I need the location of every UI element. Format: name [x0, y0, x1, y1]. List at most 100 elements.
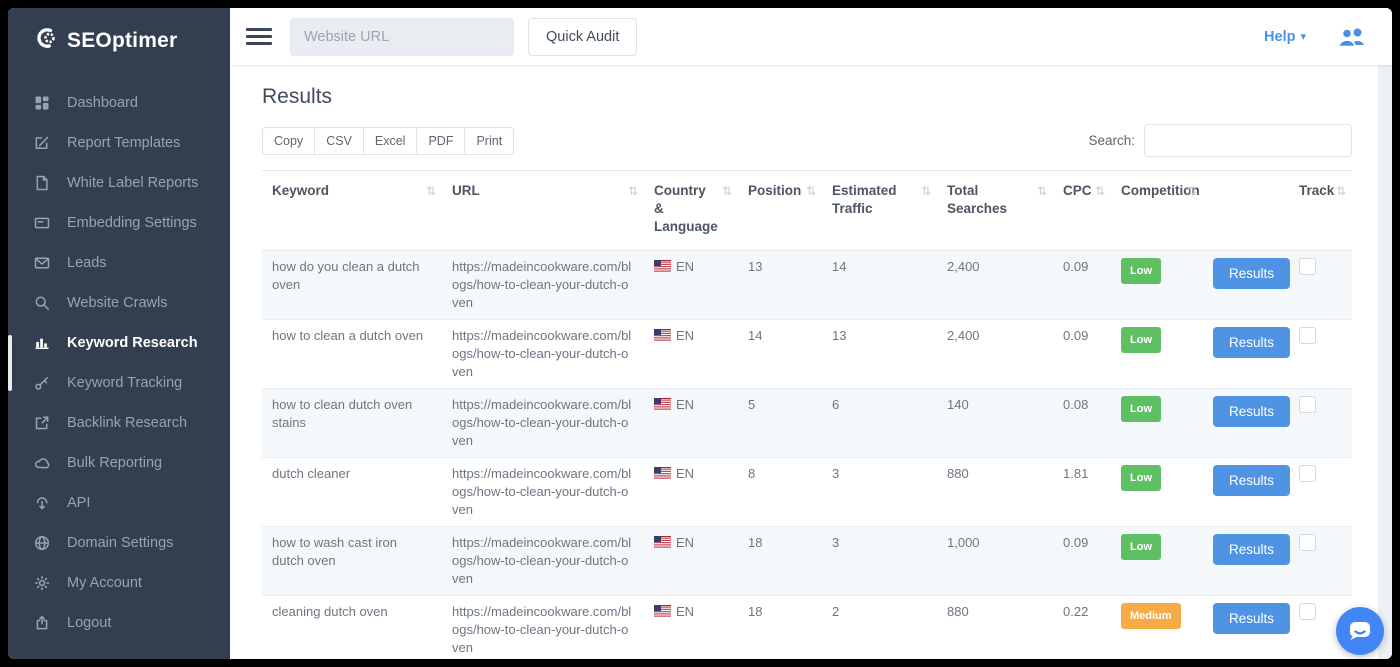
results-button[interactable]: Results: [1213, 327, 1291, 358]
column-label: Competition: [1121, 183, 1200, 198]
sort-icon: ⇅: [1186, 184, 1197, 198]
column-label: Estimated Traffic: [832, 183, 897, 216]
sidebar-item-keyword-research[interactable]: Keyword Research: [8, 323, 230, 363]
column-label: Total Searches: [947, 183, 1008, 216]
table-row: how to clean a dutch oven https://madeinc…: [262, 319, 1352, 389]
quick-audit-button[interactable]: Quick Audit: [528, 17, 638, 56]
sidebar-item-backlink-research[interactable]: Backlink Research: [8, 403, 230, 443]
column-header-total-searches[interactable]: Total Searches ⇅: [937, 170, 1053, 251]
column-header-cpc[interactable]: CPC ⇅: [1053, 170, 1111, 251]
sort-icon: ⇅: [1094, 184, 1105, 198]
column-header-estimated-traffic[interactable]: Estimated Traffic ⇅: [822, 170, 937, 251]
track-checkbox[interactable]: [1299, 465, 1316, 482]
sidebar-scrollbar-thumb[interactable]: [8, 335, 12, 391]
language-label: EN: [676, 397, 695, 412]
results-cell: Results: [1203, 319, 1291, 389]
track-checkbox[interactable]: [1299, 603, 1316, 620]
sidebar-item-white-label-reports[interactable]: White Label Reports: [8, 163, 230, 203]
content: Results Copy CSV Excel PDF Print Search: Key…: [230, 65, 1392, 659]
sidebar-item-label: Keyword Research: [67, 335, 198, 351]
sidebar-item-label: Report Templates: [67, 135, 181, 151]
country-language-cell: EN: [644, 250, 738, 320]
track-checkbox[interactable]: [1299, 396, 1316, 413]
gear-icon: [34, 575, 50, 591]
competition-cell: Low: [1111, 388, 1203, 458]
results-button[interactable]: Results: [1213, 603, 1291, 634]
column-label: Position: [748, 183, 802, 198]
competition-badge: Low: [1121, 327, 1161, 353]
results-button[interactable]: Results: [1213, 534, 1291, 565]
column-header-position[interactable]: Position ⇅: [738, 170, 822, 251]
sort-icon: ⇅: [1335, 184, 1346, 198]
sidebar-item-label: Bulk Reporting: [67, 455, 163, 471]
language-label: EN: [676, 604, 695, 619]
column-header-results: [1203, 170, 1289, 251]
column-header-keyword[interactable]: Keyword ⇅: [262, 170, 442, 251]
results-button[interactable]: Results: [1213, 396, 1291, 427]
embed-panel-icon: [34, 215, 50, 231]
position-cell: 18: [738, 595, 822, 659]
results-table: Keyword ⇅ URL ⇅ Country & Language ⇅ Position ⇅…: [262, 170, 1352, 659]
help-dropdown[interactable]: Help ▾: [1264, 29, 1306, 45]
estimated-traffic-cell: 2: [822, 595, 937, 659]
users-icon[interactable]: [1336, 25, 1368, 49]
results-button[interactable]: Results: [1213, 465, 1291, 496]
sidebar-item-my-account[interactable]: My Account: [8, 563, 230, 603]
hamburger-menu-icon[interactable]: [242, 24, 276, 49]
cpc-cell: 0.09: [1053, 526, 1111, 596]
keyword-cell: how do you clean a dutch oven: [262, 250, 442, 320]
dashboard-grid-icon: [34, 95, 50, 111]
sidebar-item-website-crawls[interactable]: Website Crawls: [8, 283, 230, 323]
column-header-competition[interactable]: Competition ⇅: [1111, 170, 1203, 251]
search-input[interactable]: [1144, 124, 1352, 157]
track-cell: [1289, 457, 1352, 527]
total-searches-cell: 880: [937, 595, 1053, 659]
table-row: how to wash cast iron dutch oven https://…: [262, 526, 1352, 596]
column-header-country-language[interactable]: Country & Language ⇅: [644, 170, 738, 251]
sidebar-item-report-templates[interactable]: Report Templates: [8, 123, 230, 163]
estimated-traffic-cell: 3: [822, 526, 937, 596]
excel-export-button[interactable]: Excel: [362, 126, 418, 155]
track-checkbox[interactable]: [1299, 534, 1316, 551]
cpc-cell: 0.08: [1053, 388, 1111, 458]
column-header-track[interactable]: Track ⇅: [1289, 170, 1352, 251]
logo-text: SEOptimer: [67, 28, 178, 52]
sidebar-item-embedding-settings[interactable]: Embedding Settings: [8, 203, 230, 243]
table-row: dutch cleaner https://madeincookware.com/…: [262, 457, 1352, 527]
column-header-url[interactable]: URL ⇅: [442, 170, 644, 251]
sidebar-item-leads[interactable]: Leads: [8, 243, 230, 283]
sidebar-item-label: Logout: [67, 615, 112, 631]
table-row: cleaning dutch oven https://madeincookwar…: [262, 595, 1352, 659]
logo[interactable]: SEOptimer: [8, 8, 230, 56]
cloud-icon: [34, 455, 50, 471]
results-cell: Results: [1203, 457, 1291, 527]
sidebar-item-dashboard[interactable]: Dashboard: [8, 83, 230, 123]
sidebar-item-api[interactable]: API: [8, 483, 230, 523]
chat-widget-button[interactable]: [1336, 607, 1384, 655]
website-url-input[interactable]: [290, 17, 514, 56]
sidebar-item-domain-settings[interactable]: Domain Settings: [8, 523, 230, 563]
csv-export-button[interactable]: CSV: [314, 126, 364, 155]
sidebar-item-label: White Label Reports: [67, 175, 199, 191]
competition-cell: Low: [1111, 457, 1203, 527]
sidebar-item-keyword-tracking[interactable]: Keyword Tracking: [8, 363, 230, 403]
print-export-button[interactable]: Print: [464, 126, 515, 155]
sidebar-item-logout[interactable]: Logout: [8, 603, 230, 643]
copy-export-button[interactable]: Copy: [262, 126, 316, 155]
chat-icon: [1350, 622, 1370, 640]
bar-chart-icon: [34, 335, 50, 351]
position-cell: 18: [738, 526, 822, 596]
language-label: EN: [676, 328, 695, 343]
keyword-cell: dutch cleaner: [262, 457, 442, 527]
report-templates-icon: [34, 135, 50, 151]
sidebar-item-bulk-reporting[interactable]: Bulk Reporting: [8, 443, 230, 483]
column-label: CPC: [1063, 183, 1092, 198]
sidebar-item-label: Domain Settings: [67, 535, 174, 551]
sort-icon: ⇅: [920, 184, 931, 198]
track-checkbox[interactable]: [1299, 327, 1316, 344]
results-button[interactable]: Results: [1213, 258, 1291, 289]
cloud-download-icon: [34, 495, 50, 511]
pdf-export-button[interactable]: PDF: [416, 126, 466, 155]
vertical-scrollbar[interactable]: [1378, 65, 1392, 659]
track-checkbox[interactable]: [1299, 258, 1316, 275]
